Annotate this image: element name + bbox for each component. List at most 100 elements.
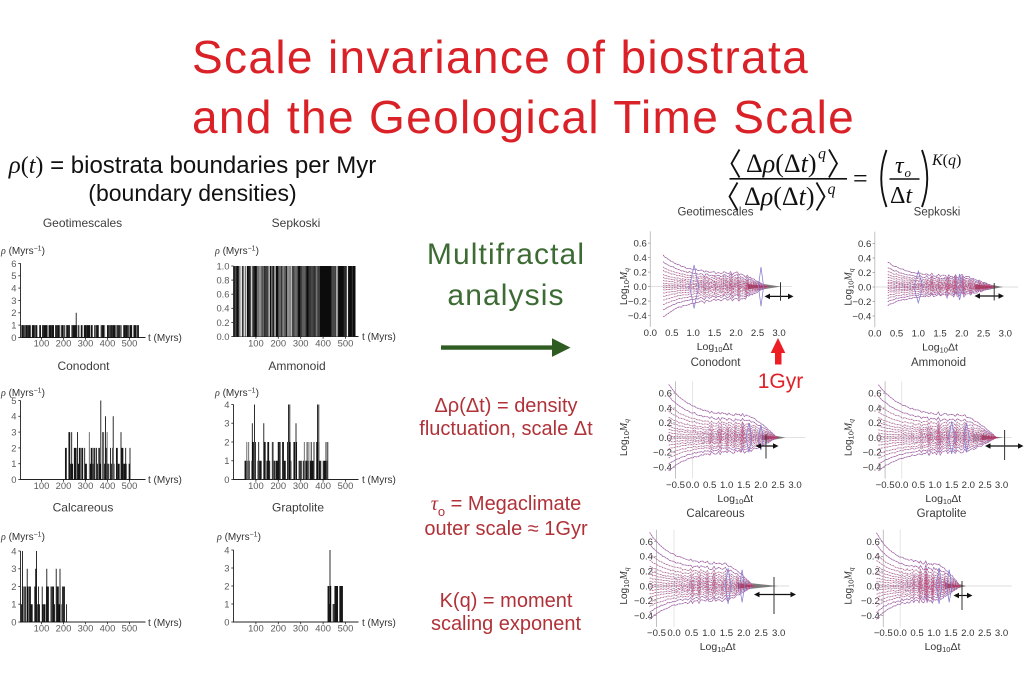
svg-text:0.5: 0.5: [685, 628, 698, 639]
svg-text:100: 100: [248, 338, 264, 349]
svg-text:100: 100: [248, 623, 264, 634]
svg-text:200: 200: [56, 338, 72, 349]
svg-text:4: 4: [224, 544, 229, 555]
svg-text:K(q): K(q): [931, 152, 961, 169]
svg-text:3: 3: [224, 418, 229, 429]
svg-text:Log10Δt: Log10Δt: [697, 341, 733, 354]
svg-text:ρ (Myrs−1): ρ (Myrs−1): [0, 532, 45, 544]
svg-text:100: 100: [248, 480, 264, 491]
svg-text:2.0: 2.0: [737, 628, 750, 639]
svg-text:0.6: 0.6: [858, 239, 871, 250]
svg-text:−0.2: −0.2: [861, 596, 880, 607]
svg-text:300: 300: [78, 480, 94, 491]
svg-text:500: 500: [338, 480, 354, 491]
svg-text:−0.2: −0.2: [634, 596, 653, 607]
svg-text:2: 2: [11, 581, 16, 592]
svg-text:Δt: Δt: [890, 183, 913, 209]
svg-text:1.0: 1.0: [927, 628, 940, 639]
svg-text:−0.5: −0.5: [874, 628, 893, 639]
svg-text:0.5: 0.5: [703, 480, 716, 491]
svg-text:3: 3: [11, 563, 16, 574]
svg-text:0.4: 0.4: [659, 403, 673, 414]
svg-text:ρ (Myrs−1): ρ (Myrs−1): [214, 388, 259, 400]
svg-text:t (Myrs): t (Myrs): [362, 618, 396, 629]
svg-text:Log10Δt: Log10Δt: [700, 641, 736, 654]
svg-text:Log10Δt: Log10Δt: [922, 341, 958, 354]
svg-text:0: 0: [224, 616, 229, 627]
svg-text:0.4: 0.4: [866, 552, 880, 563]
svg-text:0.0: 0.0: [667, 628, 680, 639]
svg-text:3.0: 3.0: [772, 328, 785, 339]
svg-text:3.0: 3.0: [995, 628, 1008, 639]
svg-text:0.0: 0.0: [640, 581, 653, 592]
svg-text:0.4: 0.4: [216, 303, 229, 314]
svg-text:Conodont: Conodont: [691, 357, 742, 369]
svg-text:0.2: 0.2: [868, 418, 881, 429]
svg-text:400: 400: [315, 480, 331, 491]
svg-text:0.4: 0.4: [858, 253, 872, 264]
svg-text:t (Myrs): t (Myrs): [148, 333, 182, 344]
svg-text:ρ (Myrs−1): ρ (Myrs−1): [0, 388, 45, 400]
svg-text:0.0: 0.0: [633, 282, 646, 293]
svg-text:0.4: 0.4: [633, 253, 647, 264]
svg-text:−0.4: −0.4: [653, 463, 673, 474]
svg-text:1.0: 1.0: [702, 628, 715, 639]
svg-text:0.6: 0.6: [640, 537, 653, 548]
svg-text:2.5: 2.5: [751, 328, 764, 339]
svg-text:0: 0: [224, 474, 229, 485]
svg-text:6: 6: [11, 258, 16, 269]
svg-text:300: 300: [78, 623, 94, 634]
svg-text:1.5: 1.5: [945, 480, 958, 491]
svg-text:0.0: 0.0: [895, 480, 908, 491]
svg-text:3: 3: [11, 295, 16, 306]
svg-text:1.5: 1.5: [737, 480, 750, 491]
svg-text:0.6: 0.6: [866, 537, 879, 548]
svg-text:3.0: 3.0: [772, 628, 785, 639]
svg-text:400: 400: [315, 623, 331, 634]
svg-text:500: 500: [122, 480, 138, 491]
svg-text:400: 400: [315, 338, 331, 349]
svg-text:0.5: 0.5: [665, 328, 678, 339]
svg-text:Geotimescales: Geotimescales: [43, 216, 122, 230]
svg-text:−0.2: −0.2: [852, 297, 871, 308]
svg-text:0.0: 0.0: [868, 328, 881, 339]
svg-text:ρ (Myrs−1): ρ (Myrs−1): [214, 246, 259, 258]
svg-text:1.5: 1.5: [708, 328, 721, 339]
svg-text:0.8: 0.8: [216, 275, 229, 286]
svg-text:τ: τ: [895, 153, 905, 179]
svg-text:0.2: 0.2: [633, 267, 646, 278]
svg-text:0.6: 0.6: [659, 389, 672, 400]
svg-text:0.5: 0.5: [890, 328, 903, 339]
svg-text:0.2: 0.2: [858, 268, 871, 279]
svg-text:2: 2: [224, 436, 229, 447]
svg-text:0.0: 0.0: [858, 282, 871, 293]
svg-text:0.0: 0.0: [866, 581, 879, 592]
svg-text:1Gyr: 1Gyr: [758, 370, 804, 393]
svg-text:0: 0: [11, 474, 16, 485]
svg-text:−0.5: −0.5: [647, 628, 666, 639]
svg-text:300: 300: [293, 480, 309, 491]
svg-text:−0.4: −0.4: [852, 311, 872, 322]
svg-text:−0.2: −0.2: [628, 296, 647, 307]
svg-text:Δρ(Δt): Δρ(Δt): [744, 182, 815, 211]
svg-text:300: 300: [293, 623, 309, 634]
svg-text:Log10Δt: Log10Δt: [925, 493, 961, 506]
svg-text:1: 1: [224, 598, 229, 609]
svg-text:0.6: 0.6: [216, 289, 229, 300]
svg-text:5: 5: [11, 395, 16, 406]
svg-text:0.4: 0.4: [868, 403, 882, 414]
svg-text:3.0: 3.0: [999, 328, 1012, 339]
svg-text:o: o: [905, 165, 912, 180]
svg-text:0.0: 0.0: [216, 331, 229, 342]
svg-text:3: 3: [224, 562, 229, 573]
svg-text:200: 200: [56, 480, 72, 491]
svg-text:200: 200: [56, 623, 72, 634]
svg-text:0.2: 0.2: [216, 317, 229, 328]
svg-text:Geotimescales: Geotimescales: [677, 207, 753, 219]
svg-text:0.6: 0.6: [868, 389, 881, 400]
svg-text:500: 500: [338, 623, 354, 634]
svg-text:q: q: [818, 146, 826, 163]
svg-text:2.5: 2.5: [771, 480, 784, 491]
svg-text:2.0: 2.0: [754, 480, 767, 491]
svg-text:4: 4: [11, 411, 16, 422]
